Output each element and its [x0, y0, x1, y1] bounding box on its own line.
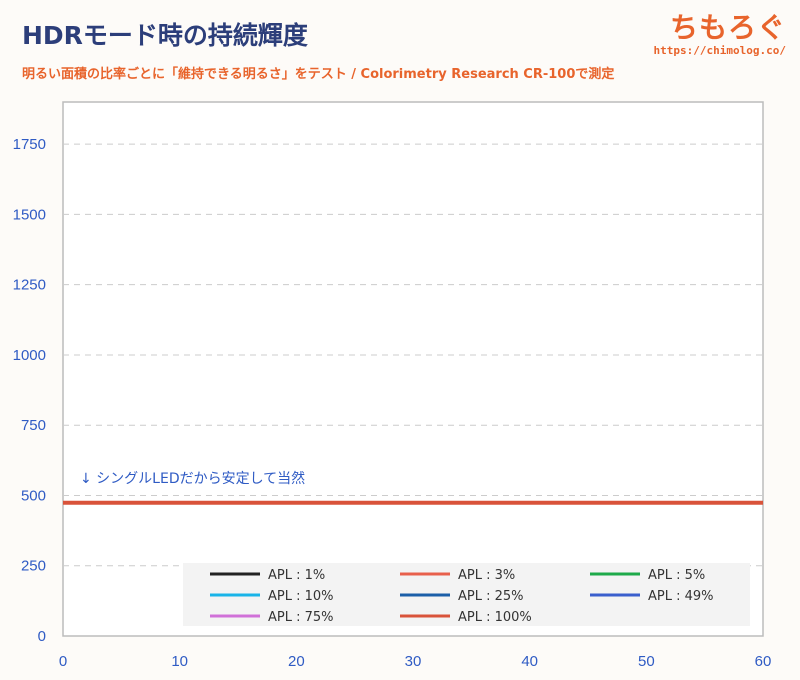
x-tick-label: 0	[59, 653, 67, 670]
legend-label: APL : 1%	[268, 568, 325, 583]
legend-label: APL : 10%	[268, 589, 334, 604]
x-tick-label: 10	[171, 653, 188, 670]
y-tick-label: 1750	[13, 136, 46, 153]
legend-label: APL : 5%	[648, 568, 705, 583]
legend-label: APL : 75%	[268, 610, 334, 625]
legend-box	[183, 563, 750, 626]
y-tick-label: 500	[21, 487, 46, 504]
y-tick-label: 1250	[13, 277, 46, 294]
x-tick-label: 20	[288, 653, 305, 670]
brand-logo: ちもろぐ https://chimolog.co/	[654, 6, 786, 57]
y-tick-label: 250	[21, 558, 46, 575]
y-tick-label: 0	[38, 628, 46, 645]
x-tick-label: 60	[755, 653, 772, 670]
brand-url: https://chimolog.co/	[653, 44, 786, 57]
y-tick-label: 750	[21, 417, 46, 434]
legend-label: APL : 25%	[458, 589, 524, 604]
annotation-text: ↓ シングルLEDだから安定して当然	[80, 470, 305, 487]
chart-subtitle: 明るい面積の比率ごとに「維持できる明るさ」をテスト / Colorimetry …	[22, 67, 615, 82]
x-tick-label: 50	[638, 653, 655, 670]
y-tick-label: 1000	[13, 347, 46, 364]
y-tick-label: 1500	[13, 206, 46, 223]
legend-label: APL : 49%	[648, 589, 714, 604]
x-tick-label: 40	[521, 653, 538, 670]
legend-label: APL : 100%	[458, 610, 532, 625]
legend-label: APL : 3%	[458, 568, 515, 583]
plot-area	[62, 101, 764, 637]
x-tick-label: 30	[405, 653, 422, 670]
brand-name: ちもろぐ	[669, 11, 786, 44]
chart-title: HDRモード時の持続輝度	[22, 21, 308, 50]
